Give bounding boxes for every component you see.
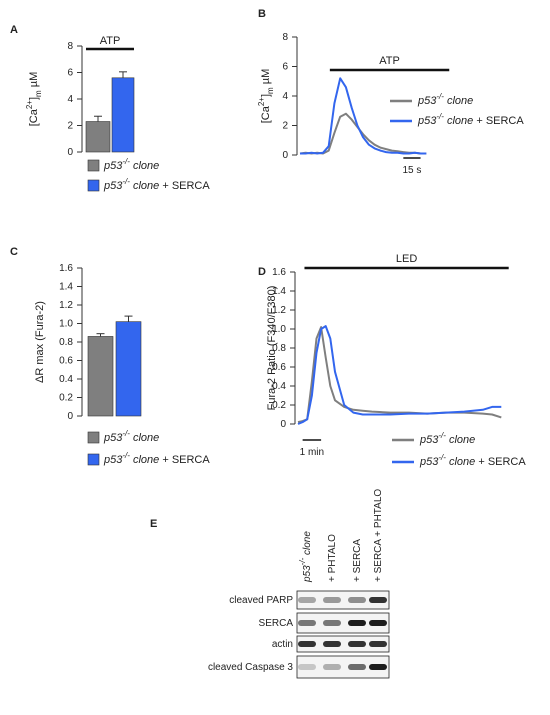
row-label: cleaved Caspase 3 xyxy=(208,662,293,673)
legend-label: p53-/- clone + SERCA xyxy=(417,112,524,127)
y-tick-label: 0.2 xyxy=(272,400,286,411)
error-bar xyxy=(119,71,127,78)
line xyxy=(297,325,502,425)
blot-band xyxy=(323,597,341,603)
y-tick-label: 0 xyxy=(67,147,73,158)
y-tick-label: 2 xyxy=(282,120,288,131)
y-tick-label: 0.8 xyxy=(272,343,286,354)
lane-label: + SERCA xyxy=(352,539,363,582)
y-tick-label: 1.6 xyxy=(59,263,73,274)
bar xyxy=(115,321,142,417)
blot-band xyxy=(298,597,316,603)
y-axis-label: Fura-2 Ratio (F340/F380) xyxy=(266,286,278,411)
y-tick-label: 8 xyxy=(282,32,288,43)
error-bar xyxy=(96,333,105,337)
blot-band xyxy=(298,641,316,647)
blot-band xyxy=(348,597,366,603)
error-bar xyxy=(94,115,102,122)
y-tick-label: 6 xyxy=(282,61,288,72)
y-axis-label: [Ca2+]m µM xyxy=(25,72,43,127)
y-tick-label: 1.6 xyxy=(272,267,286,278)
y-tick-label: 0.6 xyxy=(59,355,73,366)
y-axis-label: ΔR max (Fura-2) xyxy=(34,301,46,383)
blot-band xyxy=(323,641,341,647)
error-bar xyxy=(124,315,133,322)
y-tick-label: 1.0 xyxy=(272,324,286,335)
line xyxy=(299,112,427,155)
blot-band xyxy=(369,641,387,647)
y-tick-label: 0.4 xyxy=(59,374,73,385)
blot-frame xyxy=(296,590,390,610)
y-tick-label: 0.6 xyxy=(272,362,286,373)
y-tick-label: 0.4 xyxy=(272,381,286,392)
row-label: cleaved PARP xyxy=(229,595,293,606)
panel-letter: D xyxy=(258,266,266,278)
y-tick-label: 1.2 xyxy=(59,300,73,311)
blot-band xyxy=(348,641,366,647)
blot-band xyxy=(348,664,366,670)
bar xyxy=(87,336,114,417)
legend-label: p53-/- clone + SERCA xyxy=(103,451,210,466)
y-tick-label: 0 xyxy=(67,411,73,422)
y-tick-label: 0.8 xyxy=(59,337,73,348)
legend-label: p53-/- clone xyxy=(417,92,473,107)
lane-label: + PHTALO xyxy=(327,534,338,582)
stimulus-label: LED xyxy=(396,253,417,265)
legend-swatch xyxy=(87,431,100,444)
bar xyxy=(111,77,135,153)
line xyxy=(300,77,427,155)
panel-letter: B xyxy=(258,8,266,20)
y-tick-label: 1.0 xyxy=(59,318,73,329)
y-axis-label: [Ca2+]m µM xyxy=(257,69,275,124)
legend-label: p53-/- clone xyxy=(103,429,159,444)
blot-band xyxy=(369,597,387,603)
y-tick-label: 8 xyxy=(67,41,73,52)
scale-bar-label: 1 min xyxy=(300,447,324,458)
y-tick-label: 4 xyxy=(282,91,288,102)
blot-band xyxy=(369,664,387,670)
y-tick-label: 1.4 xyxy=(59,281,73,292)
blot-band xyxy=(323,664,341,670)
line xyxy=(297,326,502,424)
blot-frame xyxy=(296,635,390,653)
blot-frame xyxy=(296,612,390,634)
legend-swatch xyxy=(87,159,100,172)
blot-band xyxy=(348,620,366,626)
blot-frame xyxy=(296,655,390,679)
y-tick-label: 1.2 xyxy=(272,305,286,316)
legend-swatch xyxy=(87,179,100,192)
y-tick-label: 1.4 xyxy=(272,286,286,297)
panel-letter: E xyxy=(150,518,157,530)
panel-letter: A xyxy=(10,24,18,36)
row-label: actin xyxy=(272,639,293,650)
legend-label: p53-/- clone xyxy=(103,157,159,172)
row-label: SERCA xyxy=(259,618,294,629)
blot-band xyxy=(298,664,316,670)
blot-band xyxy=(298,620,316,626)
y-tick-label: 0 xyxy=(280,419,286,430)
lane-label: p53-/- clone xyxy=(298,531,313,583)
legend-label: p53-/- clone + SERCA xyxy=(103,177,210,192)
scale-bar-label: 15 s xyxy=(402,165,421,176)
stimulus-label: ATP xyxy=(100,35,121,47)
panel-letter: C xyxy=(10,246,18,258)
lane-label: + SERCA + PHTALO xyxy=(373,489,384,582)
blot-band xyxy=(323,620,341,626)
y-tick-label: 0.2 xyxy=(59,392,73,403)
legend-label: p53-/- clone xyxy=(419,431,475,446)
y-tick-label: 2 xyxy=(67,120,73,131)
stimulus-label: ATP xyxy=(379,55,400,67)
y-tick-label: 6 xyxy=(67,67,73,78)
legend-label: p53-/- clone + SERCA xyxy=(419,453,526,468)
y-tick-label: 0 xyxy=(282,150,288,161)
blot-band xyxy=(369,620,387,626)
y-tick-label: 4 xyxy=(67,94,73,105)
legend-swatch xyxy=(87,453,100,466)
bar xyxy=(85,121,111,153)
